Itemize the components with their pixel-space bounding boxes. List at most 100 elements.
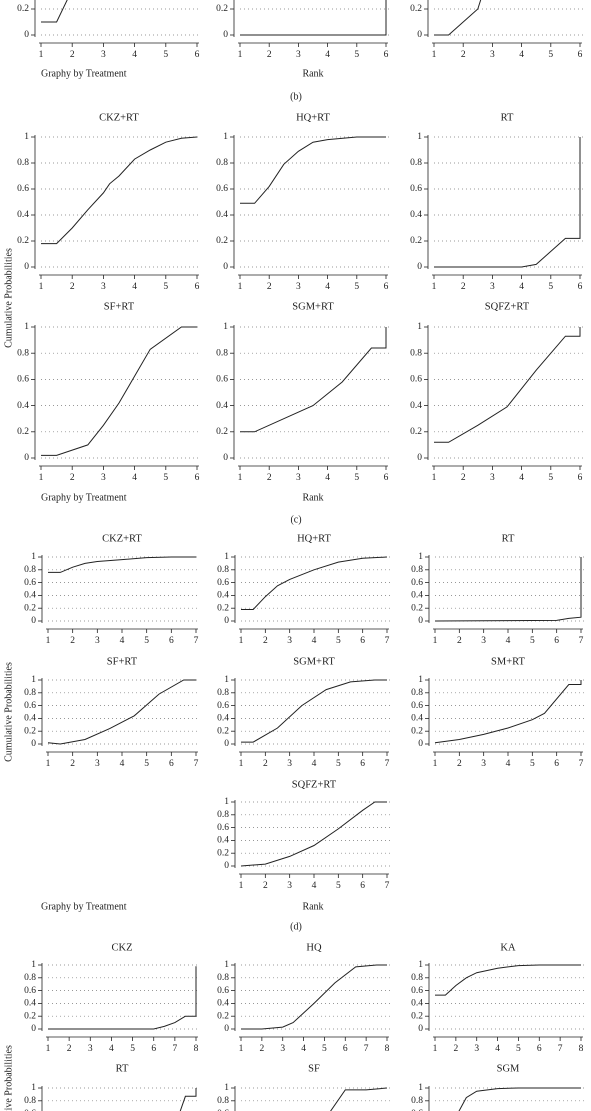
x-tick-label: 4 — [312, 881, 317, 891]
x-tick-label: 6 — [169, 636, 174, 646]
x-tick-label: 7 — [558, 1044, 563, 1054]
y-tick-label: 0.8 — [217, 810, 229, 820]
data-line — [241, 964, 387, 1030]
y-tick-label: 0.6 — [410, 375, 422, 385]
x-tick-label: 7 — [194, 759, 199, 769]
y-tick-label: 0 — [224, 739, 229, 749]
x-tick-label: 4 — [506, 636, 511, 646]
x-tick-label: 3 — [95, 636, 100, 646]
y-tick-label: 0.6 — [24, 578, 36, 588]
x-tick-label: 4 — [132, 282, 137, 292]
y-tick-label: 0 — [417, 30, 422, 40]
y-tick-label: 0.8 — [24, 565, 36, 575]
y-tick-label: 1 — [31, 552, 36, 562]
y-tick-label: 1 — [24, 132, 29, 142]
y-tick-label: 0.8 — [217, 688, 229, 698]
data-line — [240, 0, 387, 36]
x-tick-label: 2 — [457, 636, 462, 646]
y-tick-label: 1 — [224, 797, 229, 807]
x-tick-label: 6 — [195, 50, 200, 60]
x-tick-label: 2 — [70, 473, 75, 483]
x-tick-label: 2 — [267, 50, 272, 60]
x-tick-label: 5 — [516, 1044, 521, 1054]
x-tick-label: 3 — [287, 881, 292, 891]
x-label: Rank — [302, 901, 323, 912]
y-tick-label: 0.8 — [410, 348, 422, 358]
x-tick-label: 1 — [238, 282, 243, 292]
y-tick-label: 1 — [418, 960, 423, 970]
y-tick-label: 0.8 — [410, 158, 422, 168]
y-tick-label: 0 — [224, 616, 229, 626]
y-tick-label: 0.6 — [24, 701, 36, 711]
y-tick-label: 0.8 — [411, 973, 423, 983]
x-tick-label: 7 — [172, 1044, 177, 1054]
y-tick-label: 0.2 — [410, 4, 422, 14]
y-tick-label: 0.8 — [411, 565, 423, 575]
y-tick-label: 1 — [224, 960, 229, 970]
x-tick-label: 5 — [354, 50, 359, 60]
x-tick-label: 2 — [67, 1044, 72, 1054]
data-line — [41, 326, 197, 456]
x-tick-label: 5 — [163, 50, 168, 60]
x-tick-label: 6 — [169, 759, 174, 769]
section-label: (d) — [290, 921, 302, 932]
x-tick-label: 1 — [46, 1044, 51, 1054]
x-tick-label: 3 — [280, 1044, 285, 1054]
y-tick-label: 0.2 — [24, 603, 36, 613]
x-tick-label: 7 — [385, 759, 390, 769]
panel-title: SF — [308, 1063, 320, 1074]
x-tick-label: 3 — [474, 1044, 479, 1054]
y-tick-label: 0.6 — [217, 578, 229, 588]
y-tick-label: 0.8 — [24, 688, 36, 698]
y-tick-label: 0.4 — [410, 401, 422, 411]
x-tick-label: 7 — [579, 636, 584, 646]
x-tick-label: 6 — [554, 759, 559, 769]
x-tick-label: 1 — [39, 473, 44, 483]
x-tick-label: 6 — [195, 473, 200, 483]
x-tick-label: 2 — [263, 759, 268, 769]
x-tick-label: 4 — [506, 759, 511, 769]
y-tick-label: 0.6 — [411, 701, 423, 711]
x-tick-label: 2 — [259, 1044, 264, 1054]
y-tick-label: 0.2 — [17, 236, 29, 246]
x-tick-label: 1 — [432, 473, 437, 483]
data-line — [48, 556, 196, 573]
y-tick-label: 0.8 — [216, 158, 228, 168]
x-tick-label: 6 — [360, 759, 365, 769]
y-tick-label: 1 — [418, 675, 423, 685]
x-tick-label: 5 — [336, 636, 341, 646]
x-tick-label: 8 — [579, 1044, 584, 1054]
y-tick-label: 0 — [418, 1024, 423, 1034]
x-label: Rank — [302, 492, 323, 503]
y-tick-label: 0.8 — [217, 973, 229, 983]
x-tick-label: 3 — [296, 282, 301, 292]
data-line — [41, 136, 198, 245]
y-label: Cumulative Probabilities — [3, 248, 14, 348]
x-tick-label: 6 — [384, 282, 389, 292]
x-tick-label: 2 — [457, 759, 462, 769]
panel-title: HQ+RT — [297, 533, 331, 544]
x-tick-label: 3 — [490, 282, 495, 292]
data-line — [240, 136, 386, 204]
y-tick-label: 1 — [418, 552, 423, 562]
y-tick-label: 0.4 — [17, 401, 29, 411]
panel-title: RT — [501, 112, 514, 123]
y-tick-label: 0.4 — [217, 999, 229, 1009]
x-tick-label: 3 — [101, 282, 106, 292]
panel-title: SM+RT — [491, 656, 525, 667]
x-tick-label: 2 — [461, 282, 466, 292]
y-tick-label: 1 — [223, 132, 228, 142]
panel-title: CKZ+RT — [99, 112, 139, 123]
data-line — [179, 1088, 197, 1111]
x-tick-label: 1 — [39, 282, 44, 292]
y-tick-label: 0.2 — [410, 427, 422, 437]
data-line — [48, 966, 197, 1030]
y-tick-label: 0 — [31, 1024, 36, 1034]
x-tick-label: 6 — [384, 50, 389, 60]
panel-title: SF+RT — [107, 656, 138, 667]
x-tick-label: 1 — [46, 636, 51, 646]
y-tick-label: 0.6 — [216, 184, 228, 194]
x-tick-label: 5 — [354, 282, 359, 292]
data-line — [434, 327, 581, 443]
data-line — [47, 679, 196, 745]
